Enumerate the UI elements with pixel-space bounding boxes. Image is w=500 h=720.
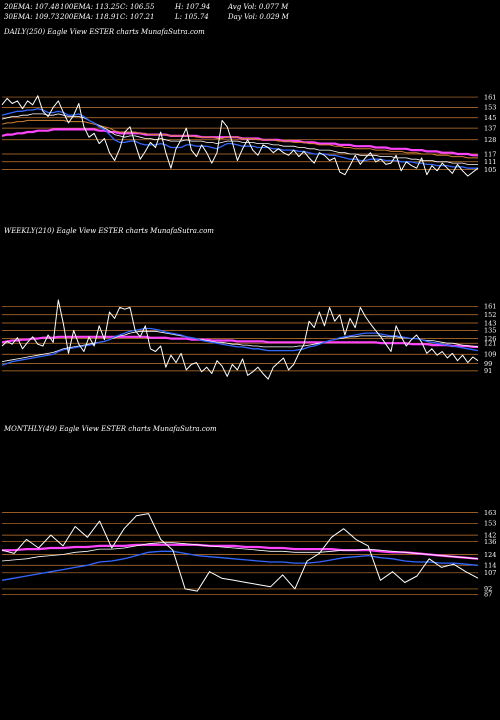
weekly-ema-long-line: [1, 335, 478, 348]
monthly-tick-label: 114: [484, 562, 496, 570]
weekly-tick-label: 109: [484, 351, 496, 359]
monthly-tick-label: 124: [484, 551, 496, 559]
monthly-ema-short-line: [1, 550, 479, 581]
weekly-tick-label: 99: [484, 360, 492, 368]
daily-tick-label: 145: [484, 114, 496, 122]
monthly-tick-label: 153: [484, 520, 496, 528]
header-readouts: 20EMA: 107.48 100EMA: 113.25 C: 106.55 H…: [3, 3, 290, 21]
daily-tick-label: 137: [484, 124, 496, 132]
monthly-tick-label: 92: [484, 585, 492, 593]
monthly-tick-label: 142: [484, 531, 496, 539]
header-200ema: 200EMA: 118.91: [59, 13, 120, 21]
monthly-ema-mid-line: [1, 542, 479, 562]
weekly-tick-label: 152: [484, 311, 496, 319]
daily-tick-label: 105: [484, 166, 496, 174]
weekly-tick-label: 121: [484, 340, 496, 348]
daily-ema-orange-line: [1, 119, 478, 159]
monthly-tick-label: 107: [484, 569, 496, 577]
weekly-ema-short-line: [1, 327, 479, 366]
daily-tick-label: 153: [484, 104, 496, 112]
daily-tick-label: 128: [484, 136, 496, 144]
header-close: C: 106.55: [120, 3, 155, 11]
daily-tick-label: 117: [484, 150, 496, 158]
daily-tick-label: 161: [484, 93, 496, 101]
weekly-price-line: [1, 299, 479, 380]
weekly-tick-label: 161: [484, 303, 496, 311]
monthly-price-line: [1, 513, 479, 592]
weekly-tick-label: 91: [484, 367, 492, 375]
monthly-ema-long-line: [2, 543, 479, 560]
daily-panel-title: DAILY(250) Eagle View ESTER charts Munaf…: [3, 28, 205, 36]
monthly-tick-label: 163: [484, 509, 496, 517]
daily-price-line: [1, 95, 479, 177]
header-day-vol: Day Vol: 0.029 M: [227, 13, 290, 21]
monthly-tick-label: 87: [484, 591, 492, 599]
weekly-tick-label: 126: [484, 335, 496, 343]
header-avg-vol: Avg Vol: 0.077 M: [227, 3, 289, 11]
header-close-2: C: 107.21: [120, 13, 154, 21]
weekly-tick-label: 143: [484, 319, 496, 327]
weekly-ema-mid-line: [1, 330, 479, 362]
monthly-panel-title: MONTHLY(49) Eagle View ESTER charts Muna…: [3, 425, 217, 433]
monthly-tick-label: 136: [484, 538, 496, 546]
daily-tick-label: 111: [484, 158, 496, 166]
weekly-panel-title: WEEKLY(210) Eagle View ESTER charts Muna…: [4, 227, 214, 235]
weekly-tick-label: 135: [484, 327, 496, 335]
header-100ema: 100EMA: 113.25: [60, 3, 120, 11]
header-20ema: 20EMA: 107.48: [3, 3, 60, 11]
header-high: H: 107.94: [174, 3, 210, 11]
header-low: L: 105.74: [174, 13, 209, 21]
header-30ema: 30EMA: 109.73: [4, 13, 60, 21]
